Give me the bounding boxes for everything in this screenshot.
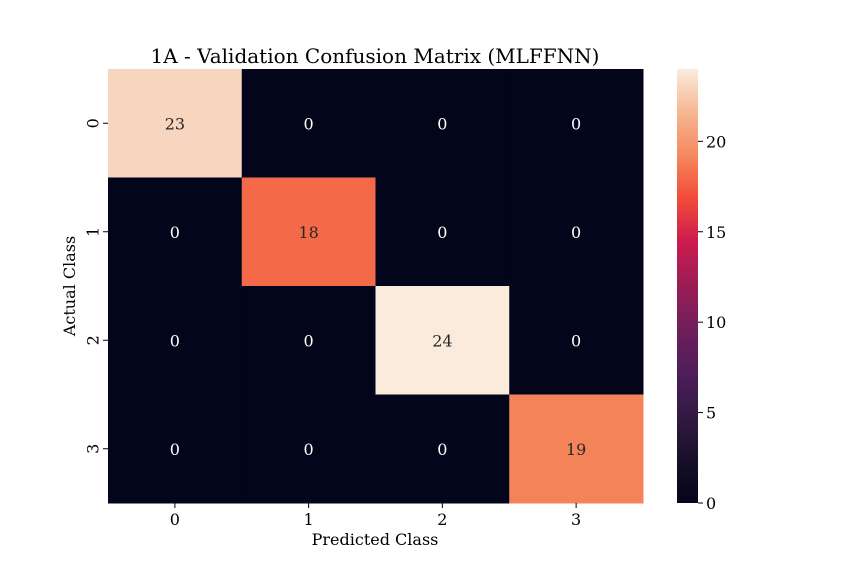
heatmap-cell	[375, 177, 510, 287]
x-tick-label: 2	[437, 510, 447, 529]
heatmap-cell	[241, 394, 376, 504]
heatmap-cells: 23 0 0 0 0 18 0 0 0 0 24 0 0 0 0 19	[108, 69, 644, 504]
heatmap-cell	[108, 177, 243, 287]
x-tick-label: 3	[571, 510, 581, 529]
colorbar-ticks: 0 5 10 15 20	[698, 132, 726, 513]
y-axis-label: Actual Class	[60, 236, 79, 337]
heatmap-cell	[375, 286, 510, 395]
heatmap-cell	[241, 177, 376, 287]
heatmap-cell	[108, 69, 243, 178]
colorbar-tick-label: 5	[706, 404, 716, 423]
y-tick-label: 2	[84, 335, 103, 345]
y-tick-label: 1	[84, 227, 103, 237]
cell-value-label: 0	[437, 223, 447, 242]
colorbar-tick-label: 0	[706, 494, 716, 513]
heatmap-cell	[509, 69, 644, 178]
heatmap-cell	[509, 394, 644, 504]
heatmap-cell	[375, 394, 510, 504]
y-axis-ticks: 0 1 2 3	[84, 118, 108, 454]
cell-value-label: 18	[298, 223, 318, 242]
cell-value-label: 0	[304, 331, 314, 350]
cell-value-label: 0	[571, 114, 581, 133]
y-tick-label: 0	[84, 118, 103, 128]
colorbar-tick-label: 20	[706, 132, 726, 151]
x-axis-label: Predicted Class	[312, 530, 439, 549]
colorbar-tick-label: 15	[706, 223, 726, 242]
cell-value-label: 23	[165, 114, 185, 133]
colorbar	[677, 69, 698, 503]
cell-value-label: 24	[432, 331, 452, 350]
x-tick-label: 1	[304, 510, 314, 529]
colorbar-tick-label: 10	[706, 313, 726, 332]
cell-value-label: 0	[304, 440, 314, 459]
heatmap-cell	[509, 286, 644, 395]
x-axis-ticks: 0 1 2 3	[170, 503, 581, 529]
cell-value-label: 0	[304, 114, 314, 133]
x-tick-label: 0	[170, 510, 180, 529]
heatmap-cell	[509, 177, 644, 287]
cell-value-label: 0	[170, 331, 180, 350]
cell-value-label: 0	[571, 331, 581, 350]
cell-value-label: 0	[170, 440, 180, 459]
chart-title: 1A - Validation Confusion Matrix (MLFFNN…	[150, 44, 599, 68]
cell-value-label: 0	[170, 223, 180, 242]
heatmap-cell	[108, 286, 243, 395]
cell-value-label: 0	[437, 114, 447, 133]
heatmap-cell	[241, 286, 376, 395]
heatmap-cell	[241, 69, 376, 178]
heatmap-cell	[108, 394, 243, 504]
cell-value-label: 0	[437, 440, 447, 459]
y-tick-label: 3	[84, 444, 103, 454]
heatmap-cell	[375, 69, 510, 178]
cell-value-label: 0	[571, 223, 581, 242]
cell-value-label: 19	[566, 440, 586, 459]
